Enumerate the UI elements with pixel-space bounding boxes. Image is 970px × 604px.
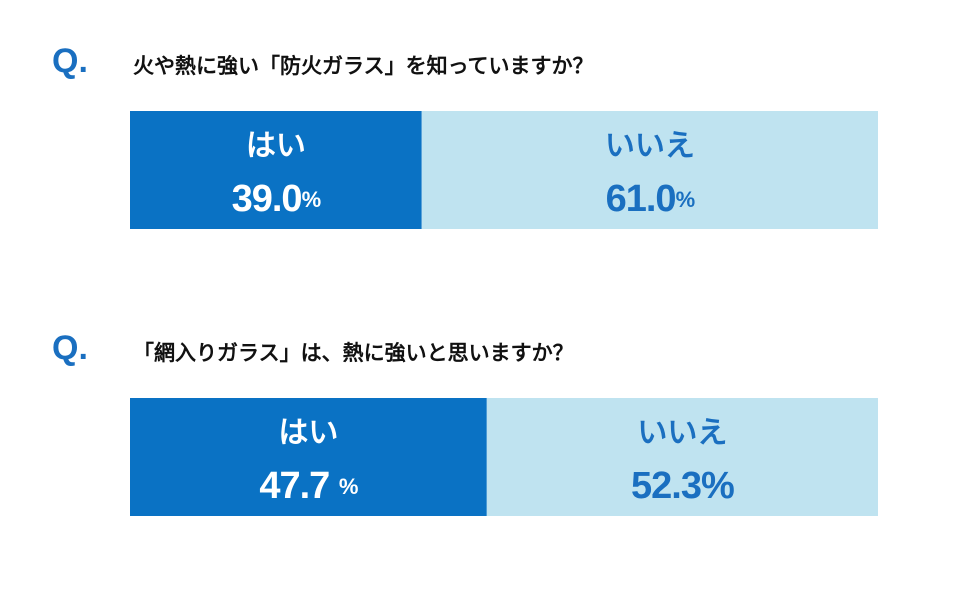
value-label: 52.3% — [631, 465, 734, 507]
question-title: 「網入りガラス」は、熱に強いと思いますか？ — [133, 341, 574, 365]
question-title: 火や熱に強い「防火ガラス」を知っていますか？ — [133, 54, 594, 78]
value-label: 61.0% — [606, 178, 695, 220]
bar-segment — [130, 398, 487, 516]
segment-name: いいえ — [637, 416, 727, 451]
value-number: 61.0 — [606, 178, 676, 220]
value-label: 47.7 % — [259, 465, 358, 507]
value-unit: % — [676, 187, 695, 212]
value-unit: % — [339, 474, 358, 499]
value-number: 39.0 — [232, 178, 302, 220]
value-number: 47.7 — [259, 465, 339, 507]
question-prefix: Q. — [52, 42, 88, 80]
segment-name: はい — [246, 129, 306, 164]
question-prefix: Q. — [52, 329, 88, 367]
bar-segment — [486, 398, 878, 516]
segment-name: はい — [278, 416, 338, 451]
segment-name: いいえ — [605, 129, 695, 164]
value-label: 39.0% — [232, 178, 321, 220]
bar-segment — [130, 111, 422, 229]
bar-segment — [421, 111, 878, 229]
value-unit: % — [302, 187, 321, 212]
